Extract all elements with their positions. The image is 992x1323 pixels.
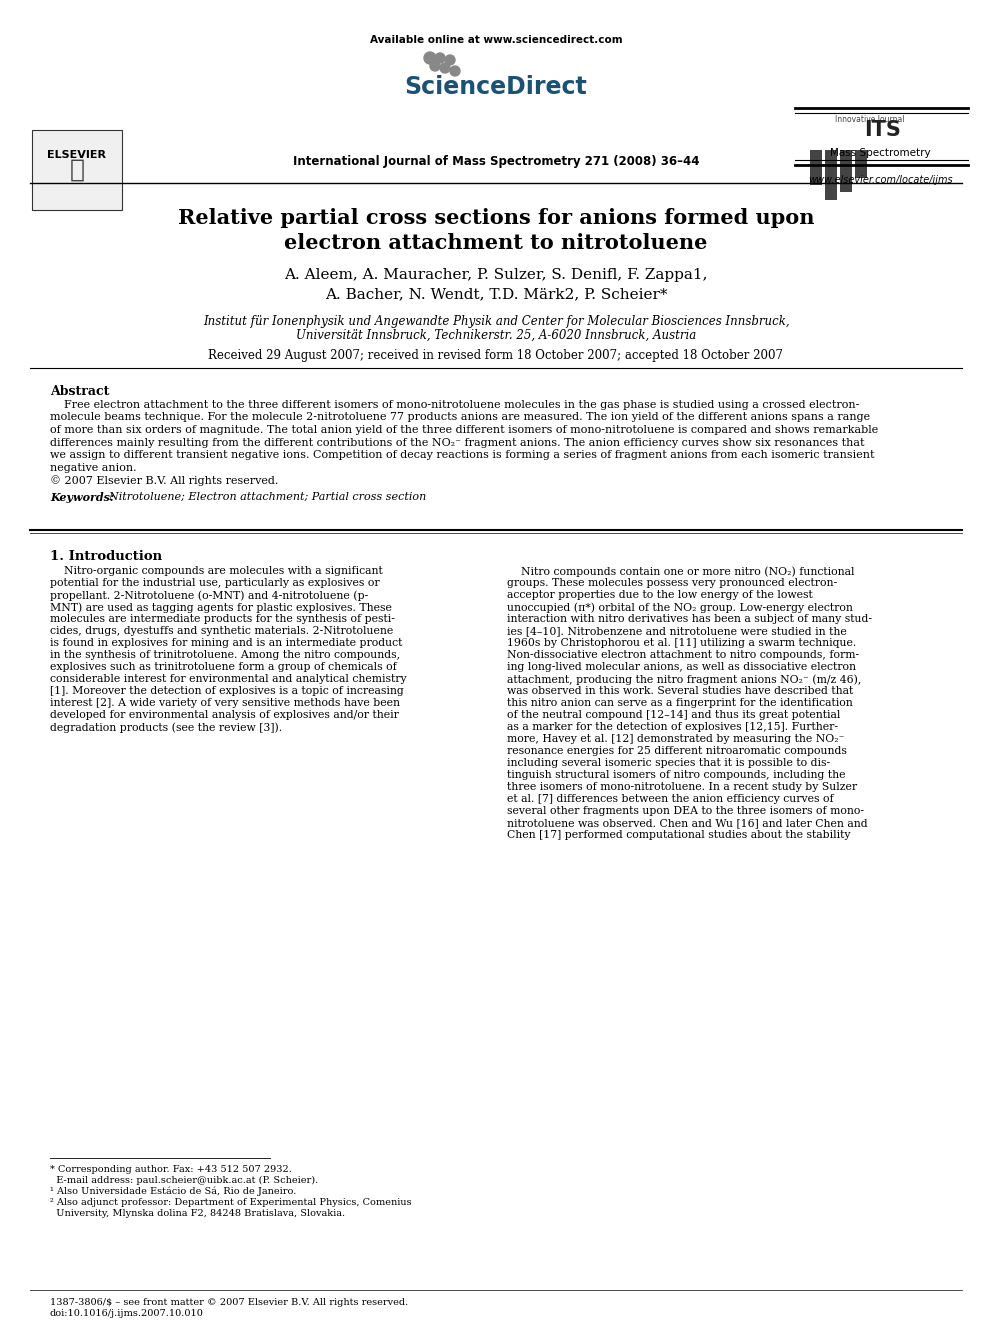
Text: et al. [7] differences between the anion efficiency curves of: et al. [7] differences between the anion… bbox=[507, 794, 833, 804]
Text: 1. Introduction: 1. Introduction bbox=[50, 550, 162, 564]
Text: MNT) are used as tagging agents for plastic explosives. These: MNT) are used as tagging agents for plas… bbox=[50, 602, 392, 613]
Text: of more than six orders of magnitude. The total anion yield of the three differe: of more than six orders of magnitude. Th… bbox=[50, 425, 878, 435]
Text: A. Aleem, A. Mauracher, P. Sulzer, S. Denifl, F. Zappa1,: A. Aleem, A. Mauracher, P. Sulzer, S. De… bbox=[285, 269, 707, 282]
Bar bbox=[825, 149, 837, 200]
Text: Available online at www.sciencedirect.com: Available online at www.sciencedirect.co… bbox=[370, 34, 622, 45]
Text: was observed in this work. Several studies have described that: was observed in this work. Several studi… bbox=[507, 687, 853, 696]
Text: 🌿: 🌿 bbox=[69, 157, 84, 183]
Text: several other fragments upon DEA to the three isomers of mono-: several other fragments upon DEA to the … bbox=[507, 806, 864, 816]
Circle shape bbox=[430, 61, 440, 71]
Text: ITS: ITS bbox=[865, 120, 902, 140]
Text: groups. These molecules possess very pronounced electron-: groups. These molecules possess very pro… bbox=[507, 578, 837, 587]
Text: 1387-3806/$ – see front matter © 2007 Elsevier B.V. All rights reserved.: 1387-3806/$ – see front matter © 2007 El… bbox=[50, 1298, 409, 1307]
Text: Mass Spectrometry: Mass Spectrometry bbox=[829, 148, 930, 157]
Text: molecule beams technique. For the molecule 2-nitrotoluene 77 products anions are: molecule beams technique. For the molecu… bbox=[50, 413, 870, 422]
Text: [1]. Moreover the detection of explosives is a topic of increasing: [1]. Moreover the detection of explosive… bbox=[50, 687, 404, 696]
Text: Institut für Ionenphysik und Angewandte Physik and Center for Molecular Bioscien: Institut für Ionenphysik und Angewandte … bbox=[202, 315, 790, 328]
Text: Abstract: Abstract bbox=[50, 385, 109, 398]
Text: acceptor properties due to the low energy of the lowest: acceptor properties due to the low energ… bbox=[507, 590, 812, 601]
Text: ing long-lived molecular anions, as well as dissociative electron: ing long-lived molecular anions, as well… bbox=[507, 662, 856, 672]
Text: interest [2]. A wide variety of very sensitive methods have been: interest [2]. A wide variety of very sen… bbox=[50, 699, 400, 708]
Text: Nitrotoluene; Electron attachment; Partial cross section: Nitrotoluene; Electron attachment; Parti… bbox=[102, 492, 427, 501]
Text: 1960s by Christophorou et al. [11] utilizing a swarm technique.: 1960s by Christophorou et al. [11] utili… bbox=[507, 638, 856, 648]
Text: Keywords:: Keywords: bbox=[50, 492, 114, 503]
Text: is found in explosives for mining and is an intermediate product: is found in explosives for mining and is… bbox=[50, 638, 403, 648]
Text: degradation products (see the review [3]).: degradation products (see the review [3]… bbox=[50, 722, 282, 733]
Text: University, Mlynska dolina F2, 84248 Bratislava, Slovakia.: University, Mlynska dolina F2, 84248 Bra… bbox=[50, 1209, 345, 1218]
Text: unoccupied (π*) orbital of the NO₂ group. Low-energy electron: unoccupied (π*) orbital of the NO₂ group… bbox=[507, 602, 853, 613]
Text: we assign to different transient negative ions. Competition of decay reactions i: we assign to different transient negativ… bbox=[50, 450, 875, 460]
Text: A. Bacher, N. Wendt, T.D. Märk2, P. Scheier*: A. Bacher, N. Wendt, T.D. Märk2, P. Sche… bbox=[324, 287, 668, 302]
Text: Nitro-organic compounds are molecules with a significant: Nitro-organic compounds are molecules wi… bbox=[50, 566, 383, 576]
Text: attachment, producing the nitro fragment anions NO₂⁻ (m/z 46),: attachment, producing the nitro fragment… bbox=[507, 673, 861, 684]
Text: ¹ Also Universidade Estácio de Sá, Rio de Janeiro.: ¹ Also Universidade Estácio de Sá, Rio d… bbox=[50, 1187, 297, 1196]
Bar bbox=[855, 149, 867, 179]
Text: in the synthesis of trinitrotoluene. Among the nitro compounds,: in the synthesis of trinitrotoluene. Amo… bbox=[50, 650, 400, 660]
Text: Innovative Journal: Innovative Journal bbox=[835, 115, 905, 124]
Bar bbox=[840, 149, 852, 192]
Text: doi:10.1016/j.ijms.2007.10.010: doi:10.1016/j.ijms.2007.10.010 bbox=[50, 1308, 204, 1318]
Circle shape bbox=[435, 53, 445, 64]
Text: ² Also adjunct professor: Department of Experimental Physics, Comenius: ² Also adjunct professor: Department of … bbox=[50, 1199, 412, 1207]
Text: more, Havey et al. [12] demonstrated by measuring the NO₂⁻: more, Havey et al. [12] demonstrated by … bbox=[507, 734, 844, 744]
Text: ScienceDirect: ScienceDirect bbox=[405, 75, 587, 99]
Text: explosives such as trinitrotoluene form a group of chemicals of: explosives such as trinitrotoluene form … bbox=[50, 662, 397, 672]
Text: Non-dissociative electron attachment to nitro compounds, form-: Non-dissociative electron attachment to … bbox=[507, 650, 859, 660]
Text: propellant. 2-Nitrotoluene (o-MNT) and 4-nitrotoluene (p-: propellant. 2-Nitrotoluene (o-MNT) and 4… bbox=[50, 590, 368, 601]
Text: Free electron attachment to the three different isomers of mono-nitrotoluene mol: Free electron attachment to the three di… bbox=[50, 400, 859, 410]
Text: Nitro compounds contain one or more nitro (NO₂) functional: Nitro compounds contain one or more nitr… bbox=[507, 566, 854, 577]
Text: as a marker for the detection of explosives [12,15]. Further-: as a marker for the detection of explosi… bbox=[507, 722, 838, 732]
Text: Received 29 August 2007; received in revised form 18 October 2007; accepted 18 O: Received 29 August 2007; received in rev… bbox=[208, 349, 784, 363]
Text: International Journal of Mass Spectrometry 271 (2008) 36–44: International Journal of Mass Spectromet… bbox=[293, 155, 699, 168]
Text: differences mainly resulting from the different contributions of the NO₂⁻ fragme: differences mainly resulting from the di… bbox=[50, 438, 864, 447]
Text: Relative partial cross sections for anions formed upon: Relative partial cross sections for anio… bbox=[178, 208, 814, 228]
Circle shape bbox=[445, 56, 455, 65]
Text: ies [4–10]. Nitrobenzene and nitrotoluene were studied in the: ies [4–10]. Nitrobenzene and nitrotoluen… bbox=[507, 626, 847, 636]
Text: ELSEVIER: ELSEVIER bbox=[48, 149, 106, 160]
Text: including several isomeric species that it is possible to dis-: including several isomeric species that … bbox=[507, 758, 830, 767]
Bar bbox=[810, 149, 822, 185]
Text: resonance energies for 25 different nitroaromatic compounds: resonance energies for 25 different nitr… bbox=[507, 746, 847, 755]
Text: tinguish structural isomers of nitro compounds, including the: tinguish structural isomers of nitro com… bbox=[507, 770, 845, 781]
Text: nitrotoluene was observed. Chen and Wu [16] and later Chen and: nitrotoluene was observed. Chen and Wu [… bbox=[507, 818, 868, 828]
Text: E-mail address: paul.scheier@uibk.ac.at (P. Scheier).: E-mail address: paul.scheier@uibk.ac.at … bbox=[50, 1176, 318, 1185]
Text: * Corresponding author. Fax: +43 512 507 2932.: * Corresponding author. Fax: +43 512 507… bbox=[50, 1166, 292, 1174]
Circle shape bbox=[440, 64, 450, 73]
Text: © 2007 Elsevier B.V. All rights reserved.: © 2007 Elsevier B.V. All rights reserved… bbox=[50, 475, 279, 486]
Text: interaction with nitro derivatives has been a subject of many stud-: interaction with nitro derivatives has b… bbox=[507, 614, 872, 624]
Text: www.elsevier.com/locate/ijms: www.elsevier.com/locate/ijms bbox=[807, 175, 952, 185]
Text: electron attachment to nitrotoluene: electron attachment to nitrotoluene bbox=[285, 233, 707, 253]
Text: Chen [17] performed computational studies about the stability: Chen [17] performed computational studie… bbox=[507, 830, 850, 840]
Text: of the neutral compound [12–14] and thus its great potential: of the neutral compound [12–14] and thus… bbox=[507, 710, 840, 720]
Text: negative anion.: negative anion. bbox=[50, 463, 137, 472]
Circle shape bbox=[450, 66, 460, 75]
FancyBboxPatch shape bbox=[32, 130, 122, 210]
Circle shape bbox=[424, 52, 436, 64]
Text: developed for environmental analysis of explosives and/or their: developed for environmental analysis of … bbox=[50, 710, 399, 720]
Text: this nitro anion can serve as a fingerprint for the identification: this nitro anion can serve as a fingerpr… bbox=[507, 699, 853, 708]
Text: considerable interest for environmental and analytical chemistry: considerable interest for environmental … bbox=[50, 673, 407, 684]
Text: potential for the industrial use, particularly as explosives or: potential for the industrial use, partic… bbox=[50, 578, 380, 587]
Text: cides, drugs, dyestuffs and synthetic materials. 2-Nitrotoluene: cides, drugs, dyestuffs and synthetic ma… bbox=[50, 626, 393, 636]
Text: Universität Innsbruck, Technikerstr. 25, A-6020 Innsbruck, Austria: Universität Innsbruck, Technikerstr. 25,… bbox=[296, 329, 696, 343]
Text: three isomers of mono-nitrotoluene. In a recent study by Sulzer: three isomers of mono-nitrotoluene. In a… bbox=[507, 782, 857, 792]
Text: molecules are intermediate products for the synthesis of pesti-: molecules are intermediate products for … bbox=[50, 614, 395, 624]
